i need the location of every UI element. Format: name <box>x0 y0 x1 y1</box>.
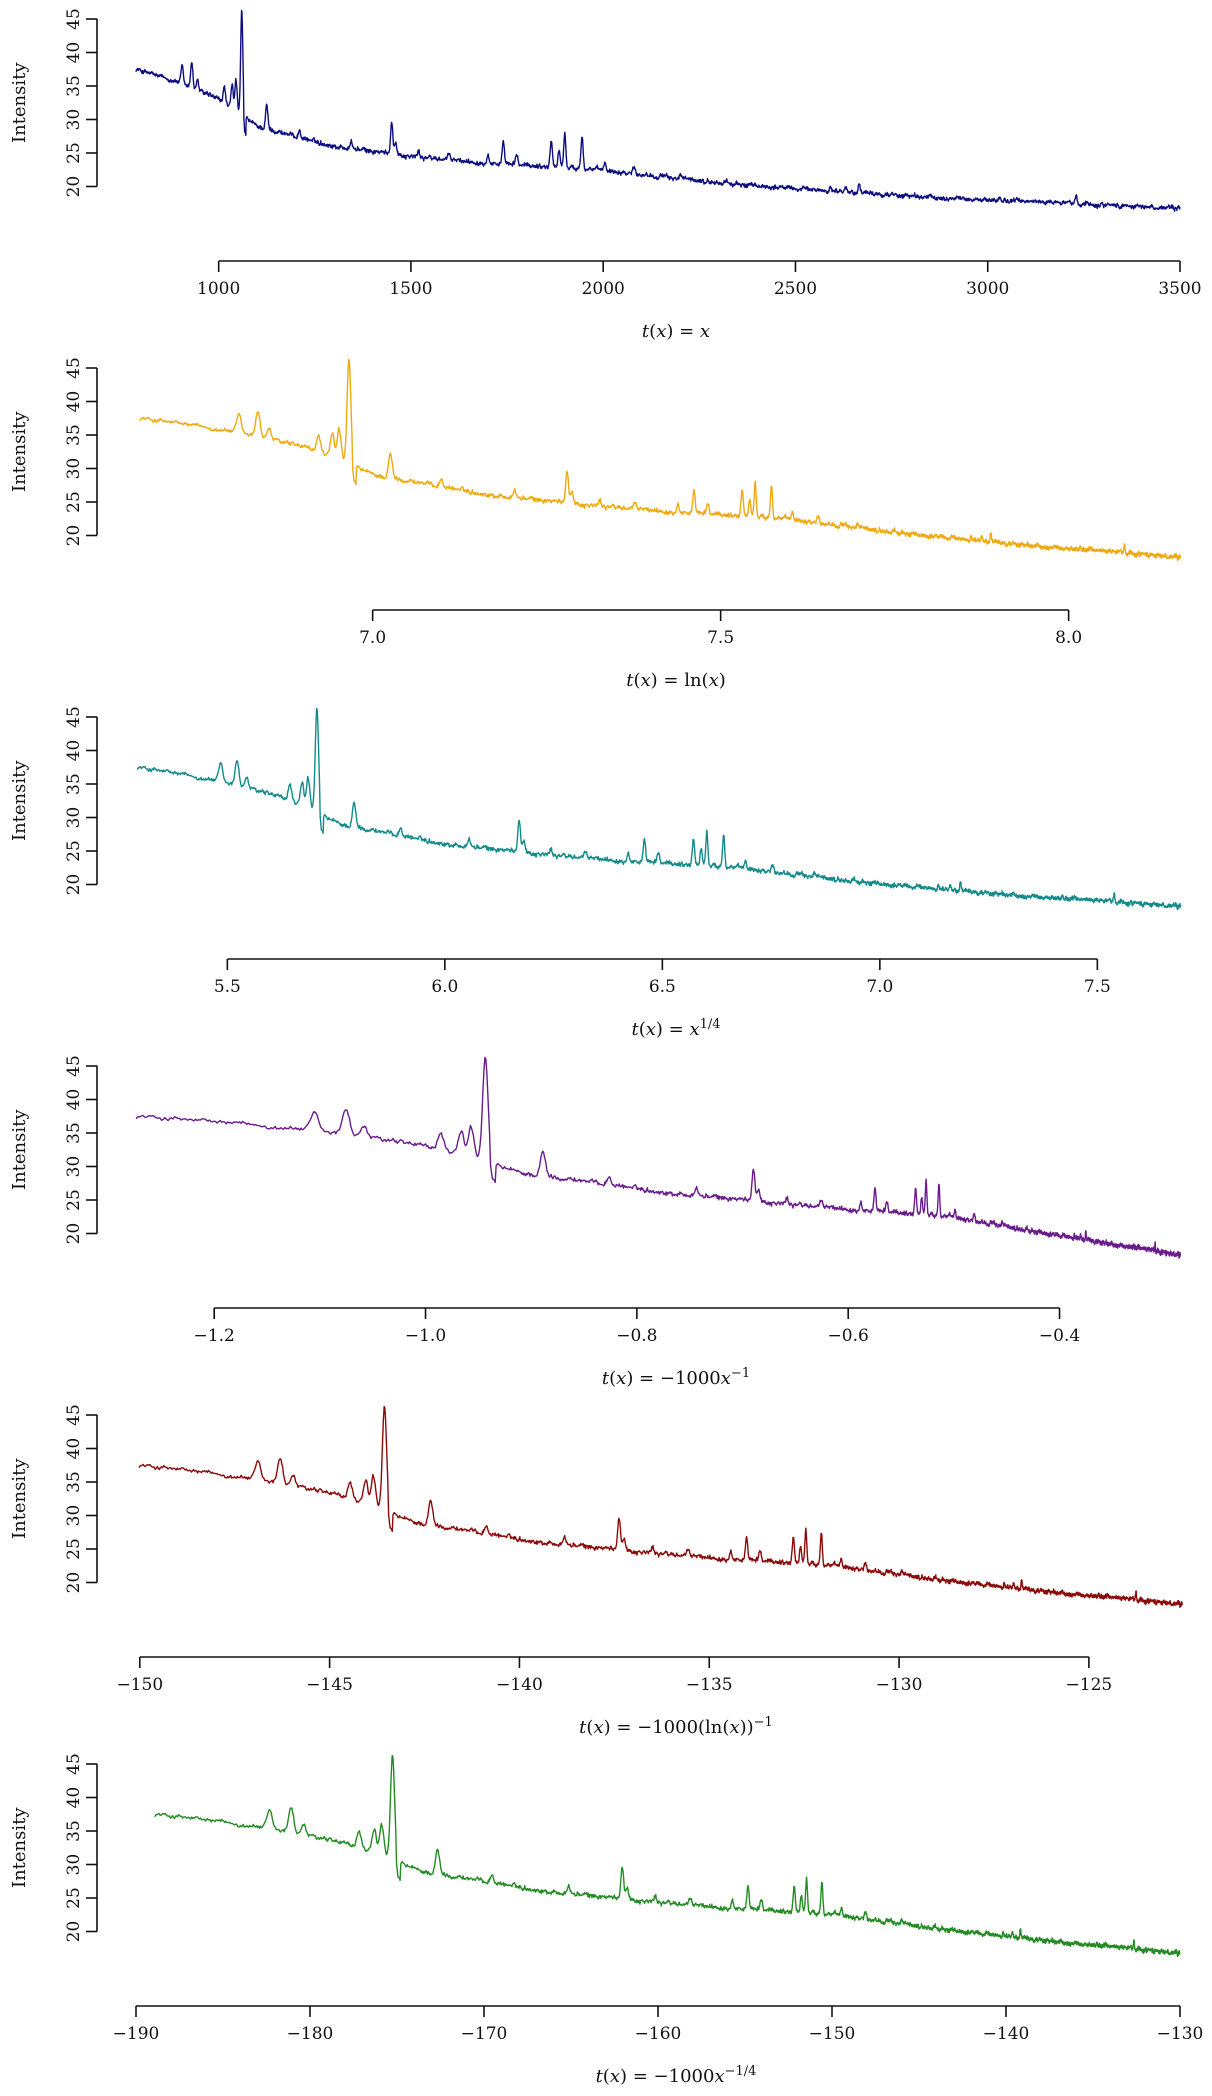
y-tick-label: 25 <box>64 1538 84 1560</box>
y-tick-label: 40 <box>64 391 84 413</box>
series-line <box>138 1405 1183 1609</box>
x-tick-label: −140 <box>496 1675 543 1695</box>
y-tick-label: 25 <box>64 142 84 164</box>
y-axis-label: Intensity <box>9 1807 30 1888</box>
x-tick-label: 7.0 <box>359 628 386 648</box>
y-tick-label: 45 <box>64 8 84 30</box>
y-tick-label: 35 <box>64 424 84 446</box>
x-tick-label: 6.0 <box>431 977 458 997</box>
x-axis-label: t(x) = x <box>642 321 710 342</box>
y-tick-label: 45 <box>64 1055 84 1077</box>
x-axis-label: t(x) = ln(x) <box>626 670 726 691</box>
y-tick-label: 30 <box>64 1156 84 1178</box>
x-tick-label: −1.2 <box>194 1326 235 1346</box>
y-tick-label: 40 <box>64 1787 84 1809</box>
y-tick-label: 45 <box>64 357 84 379</box>
x-tick-label: −130 <box>1157 2024 1204 2044</box>
y-tick-label: 20 <box>64 1572 84 1594</box>
y-tick-label: 40 <box>64 740 84 762</box>
y-tick-label: 30 <box>64 807 84 829</box>
y-tick-label: 40 <box>64 1089 84 1111</box>
chart-panel-4: 20 25 30 35 40 45 Intensity −1.2 −1.0 −0.8 −0.6 −0.… <box>9 1055 1181 1390</box>
x-tick-label: −125 <box>1066 1675 1113 1695</box>
y-tick-label: 45 <box>64 1404 84 1426</box>
x-tick-label: −0.6 <box>828 1326 869 1346</box>
x-tick-label: −160 <box>635 2024 682 2044</box>
x-tick-label: −170 <box>461 2024 508 2044</box>
y-tick-label: 25 <box>64 1887 84 1909</box>
x-tick-label: −0.8 <box>616 1326 657 1346</box>
y-tick-label: 30 <box>64 458 84 480</box>
series-line <box>135 9 1181 213</box>
x-tick-label: 2000 <box>582 279 625 299</box>
x-tick-label: 5.5 <box>214 977 241 997</box>
y-tick-label: 40 <box>64 42 84 64</box>
x-tick-label: 7.0 <box>866 977 893 997</box>
y-tick-label: 30 <box>64 109 84 131</box>
x-tick-label: −180 <box>287 2024 334 2044</box>
y-tick-label: 35 <box>64 1820 84 1842</box>
y-tick-label: 20 <box>64 1921 84 1943</box>
y-axis-label: Intensity <box>9 1109 30 1190</box>
chart-panel-2: 20 25 30 35 40 45 Intensity 7.0 7.5 8.0 t(x) = ln(… <box>9 357 1182 691</box>
y-tick-label: 35 <box>64 75 84 97</box>
x-tick-label: 1000 <box>197 279 240 299</box>
chart-panel-3: 20 25 30 35 40 45 Intensity 5.5 6.0 6.5 7.0 7.5 t(x)… <box>9 706 1182 1041</box>
series-line <box>154 1754 1181 1958</box>
x-axis-label: t(x) = −1000(ln(x))−1 <box>579 1715 773 1739</box>
x-axis-label: t(x) = −1000x−1 <box>602 1366 750 1390</box>
y-tick-label: 35 <box>64 1122 84 1144</box>
x-tick-label: −190 <box>113 2024 160 2044</box>
y-tick-label: 20 <box>64 525 84 547</box>
series-line <box>135 1056 1181 1260</box>
y-tick-label: 20 <box>64 176 84 198</box>
series-line <box>139 358 1182 562</box>
y-tick-label: 45 <box>64 1753 84 1775</box>
x-tick-label: 7.5 <box>1084 977 1111 997</box>
x-tick-label: −150 <box>809 2024 856 2044</box>
x-axis-label: t(x) = x1/4 <box>631 1017 720 1041</box>
x-tick-label: −0.4 <box>1039 1326 1080 1346</box>
x-tick-label: −145 <box>306 1675 353 1695</box>
y-tick-label: 25 <box>64 840 84 862</box>
y-tick-label: 35 <box>64 773 84 795</box>
y-tick-label: 25 <box>64 1189 84 1211</box>
x-tick-label: 8.0 <box>1055 628 1082 648</box>
y-tick-label: 35 <box>64 1471 84 1493</box>
x-tick-label: −1.0 <box>405 1326 446 1346</box>
y-tick-label: 40 <box>64 1438 84 1460</box>
x-tick-label: 7.5 <box>707 628 734 648</box>
y-axis-label: Intensity <box>9 1458 30 1539</box>
x-tick-label: 3500 <box>1158 279 1201 299</box>
chart-panel-1: 20 25 30 35 40 45 Intensity 1000 1500 2000 2500 300… <box>9 8 1202 342</box>
y-tick-label: 30 <box>64 1505 84 1527</box>
x-tick-label: −130 <box>876 1675 923 1695</box>
y-tick-label: 20 <box>64 1223 84 1245</box>
series-line <box>136 707 1182 911</box>
y-tick-label: 25 <box>64 491 84 513</box>
x-tick-label: −135 <box>686 1675 733 1695</box>
x-tick-label: 2500 <box>774 279 817 299</box>
x-tick-label: 6.5 <box>649 977 676 997</box>
y-tick-label: 20 <box>64 874 84 896</box>
x-tick-label: 1500 <box>389 279 432 299</box>
x-tick-label: −150 <box>116 1675 163 1695</box>
chart-panel-5: 20 25 30 35 40 45 Intensity −150 −145 −140 −135 −13… <box>9 1404 1183 1739</box>
x-axis-label: t(x) = −1000x−1/4 <box>596 2064 757 2088</box>
y-axis-label: Intensity <box>9 760 30 841</box>
x-tick-label: −140 <box>983 2024 1030 2044</box>
chart-panel-6: 20 25 30 35 40 45 Intensity −190 −180 −170 −160 −15… <box>9 1753 1203 2087</box>
y-axis-label: Intensity <box>9 62 30 143</box>
y-axis-label: Intensity <box>9 411 30 492</box>
y-tick-label: 30 <box>64 1854 84 1876</box>
x-tick-label: 3000 <box>966 279 1009 299</box>
y-tick-label: 45 <box>64 706 84 728</box>
